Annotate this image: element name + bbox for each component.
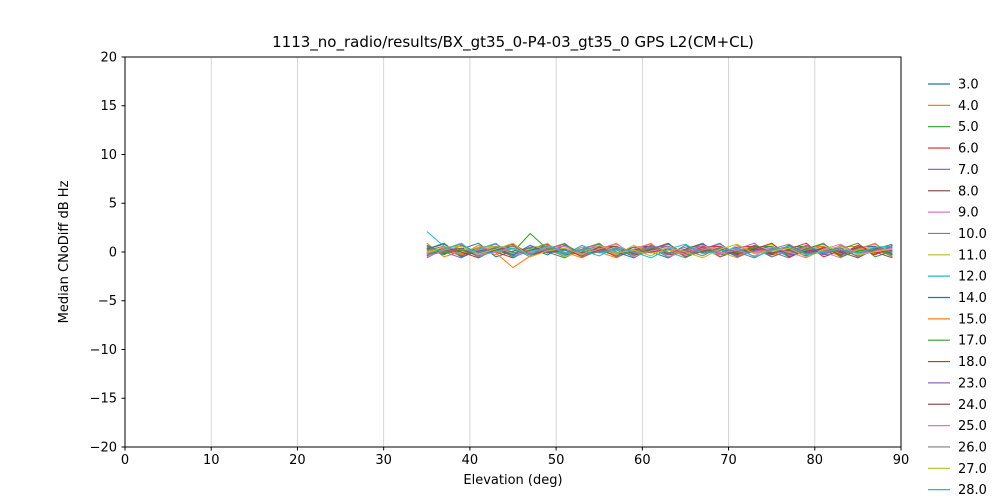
legend-item: 11.0 (928, 248, 987, 263)
x-tick-label: 30 (375, 453, 392, 468)
legend-item: 23.0 (928, 376, 987, 391)
x-tick-label: 10 (203, 453, 220, 468)
legend-label: 12.0 (958, 270, 987, 285)
legend-label: 23.0 (958, 376, 987, 391)
y-tick-label: −15 (90, 392, 117, 407)
legend-label: 24.0 (958, 398, 987, 413)
legend-item: 7.0 (928, 163, 979, 178)
legend-label: 5.0 (958, 120, 979, 135)
x-tick-label: 0 (121, 453, 129, 468)
legend-label: 14.0 (958, 291, 987, 306)
y-axis-label: Median CNoDiff dB Hz (57, 180, 72, 323)
legend-label: 17.0 (958, 334, 987, 349)
legend-item: 28.0 (928, 483, 987, 498)
y-tick-label: 0 (109, 245, 117, 260)
y-tick-label: −10 (90, 343, 117, 358)
legend-label: 9.0 (958, 206, 979, 221)
legend-item: 4.0 (928, 99, 979, 114)
x-axis-label: Elevation (deg) (463, 473, 562, 488)
legend-label: 26.0 (958, 440, 987, 455)
legend-item: 18.0 (928, 355, 987, 370)
legend-item: 8.0 (928, 184, 979, 199)
y-tick-label: 15 (100, 99, 117, 114)
x-tick-label: 90 (893, 453, 910, 468)
chart-title: 1113_no_radio/results/BX_gt35_0-P4-03_gt… (272, 33, 754, 52)
x-tick-label: 50 (548, 453, 565, 468)
legend-item: 15.0 (928, 312, 987, 327)
legend-item: 27.0 (928, 462, 987, 477)
legend-item: 10.0 (928, 227, 987, 242)
legend-item: 17.0 (928, 334, 987, 349)
x-tick-label: 20 (289, 453, 306, 468)
series-line (426, 242, 893, 259)
y-tick-label: 10 (100, 148, 117, 163)
legend-label: 7.0 (958, 163, 979, 178)
legend-label: 18.0 (958, 355, 987, 370)
legend-label: 15.0 (958, 312, 987, 327)
legend-item: 26.0 (928, 440, 987, 455)
legend-label: 27.0 (958, 462, 987, 477)
legend-item: 5.0 (928, 120, 979, 135)
x-tick-label: 40 (462, 453, 479, 468)
series-group (426, 231, 893, 269)
legend-label: 25.0 (958, 419, 987, 434)
y-tick-label: −5 (98, 294, 117, 309)
legend-item: 12.0 (928, 270, 987, 285)
legend-item: 9.0 (928, 206, 979, 221)
legend-label: 28.0 (958, 483, 987, 498)
y-tick-label: −20 (90, 440, 117, 455)
legend-label: 8.0 (958, 184, 979, 199)
legend-item: 6.0 (928, 142, 979, 157)
y-tick-label: 20 (100, 50, 117, 65)
x-tick-label: 80 (807, 453, 824, 468)
legend-label: 4.0 (958, 99, 979, 114)
legend-item: 24.0 (928, 398, 987, 413)
legend-item: 3.0 (928, 78, 979, 93)
x-tick-label: 60 (634, 453, 651, 468)
legend-label: 10.0 (958, 227, 987, 242)
series-line (426, 242, 893, 259)
legend-label: 11.0 (958, 248, 987, 263)
axis-ticks: 0 10 20 30 40 50 60 70 80 90 −20 −15 −10 −5 0 5 10 15 20 (90, 50, 910, 468)
legend-label: 3.0 (958, 78, 979, 93)
legend-label: 6.0 (958, 142, 979, 157)
legend-item: 14.0 (928, 291, 987, 306)
y-tick-label: 5 (109, 197, 117, 212)
legend-item: 25.0 (928, 419, 987, 434)
legend: 3.0 4.0 5.0 6.0 7.0 8.0 9.0 10.0 11.0 12.0 14.0 15.… (928, 78, 987, 498)
x-tick-label: 70 (720, 453, 737, 468)
